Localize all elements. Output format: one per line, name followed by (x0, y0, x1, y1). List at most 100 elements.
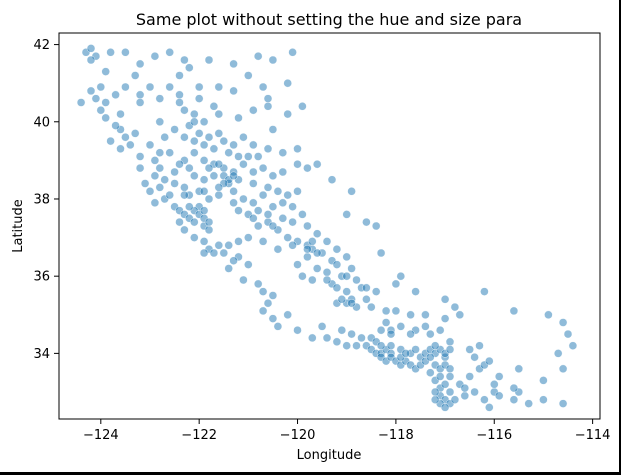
scatter-point (229, 140, 238, 150)
scatter-point (381, 306, 391, 316)
y-tick-label: 36 (33, 270, 50, 285)
scatter-point (524, 399, 533, 408)
scatter-point (229, 59, 238, 69)
scatter-point (445, 345, 455, 354)
scatter-point (160, 175, 169, 184)
x-axis-label: Longitude (297, 448, 362, 463)
scatter-point (342, 271, 351, 281)
scatter-point (253, 279, 263, 289)
scatter-point (190, 136, 199, 146)
scatter-point (288, 202, 297, 211)
scatter-point (371, 287, 381, 296)
scatter-point (224, 264, 233, 273)
scatter-point (357, 333, 366, 343)
scatter-point (426, 352, 435, 362)
scatter-point (288, 48, 297, 57)
scatter-point (140, 179, 150, 188)
scatter-point (121, 82, 130, 92)
scatter-point (322, 268, 332, 277)
scatter-point (332, 260, 342, 269)
scatter-point (170, 167, 179, 177)
scatter-point (421, 310, 430, 320)
scatter-point (426, 368, 435, 377)
scatter-point (199, 175, 209, 184)
scatter-point (298, 102, 307, 111)
scatter-point (258, 237, 268, 246)
scatter-point (219, 248, 229, 258)
scatter-point (155, 148, 165, 157)
scatter-point (155, 163, 165, 173)
scatter-point (312, 264, 322, 273)
scatter-point (204, 194, 214, 204)
scatter-point (165, 48, 174, 57)
scatter-point (342, 252, 351, 262)
scatter-point (509, 383, 519, 393)
scatter-point (150, 156, 160, 165)
scatter-point (386, 341, 396, 350)
scatter-point (229, 256, 238, 265)
scatter-point (332, 244, 342, 254)
scatter-point (175, 90, 184, 100)
scatter-point (101, 67, 110, 76)
scatter-point (288, 217, 297, 227)
scatter-point (283, 78, 292, 88)
scatter-point (470, 387, 479, 397)
scatter-point (204, 132, 214, 142)
scatter-point (312, 229, 322, 238)
scatter-point (253, 51, 263, 61)
scatter-point (342, 341, 351, 350)
scatter-point (386, 329, 396, 339)
scatter-point (460, 383, 470, 393)
points-layer (76, 44, 578, 412)
scatter-point (214, 190, 224, 200)
scatter-point (209, 144, 219, 154)
scatter-point (558, 364, 568, 374)
scatter-point (190, 109, 199, 119)
scatter-point (283, 310, 292, 320)
scatter-point (322, 237, 332, 246)
scatter-point (145, 82, 155, 92)
scatter-point (263, 94, 273, 103)
scatter-point (190, 233, 199, 242)
scatter-point (430, 341, 440, 350)
scatter-point (568, 341, 578, 350)
scatter-point (539, 395, 548, 404)
scatter-point (322, 333, 332, 343)
scatter-point (273, 244, 283, 254)
scatter-point (135, 90, 145, 100)
scatter-point (190, 148, 199, 157)
scatter-point (249, 167, 258, 177)
scatter-point (253, 206, 263, 215)
scatter-point (342, 287, 351, 296)
scatter-point (293, 325, 302, 335)
scatter-point (470, 352, 479, 362)
scatter-point (278, 214, 288, 223)
scatter-point (278, 167, 288, 177)
y-axis-label: Latitude (11, 199, 26, 253)
scatter-point (165, 148, 174, 157)
scatter-point (303, 244, 312, 254)
scatter-point (406, 329, 415, 339)
x-tick-label: −114 (575, 428, 611, 443)
scatter-point (362, 217, 371, 227)
plot-area (59, 33, 600, 419)
scatter-point (268, 291, 278, 300)
scatter-point (445, 337, 455, 347)
scatter-point (312, 248, 322, 258)
scatter-point (170, 125, 179, 134)
scatter-point (190, 217, 199, 227)
scatter-point (268, 55, 278, 65)
scatter-point (263, 298, 273, 308)
scatter-point (101, 113, 110, 123)
scatter-point (214, 129, 224, 138)
scatter-point (283, 233, 292, 242)
scatter-point (371, 221, 381, 231)
scatter-point (209, 171, 219, 181)
scatter-point (249, 140, 258, 150)
scatter-point (430, 395, 440, 404)
scatter-point (293, 159, 302, 169)
scatter-point (347, 329, 356, 339)
chart-title: Same plot without setting the hue and si… (136, 10, 522, 29)
scatter-point (327, 175, 337, 184)
scatter-point (460, 391, 470, 401)
